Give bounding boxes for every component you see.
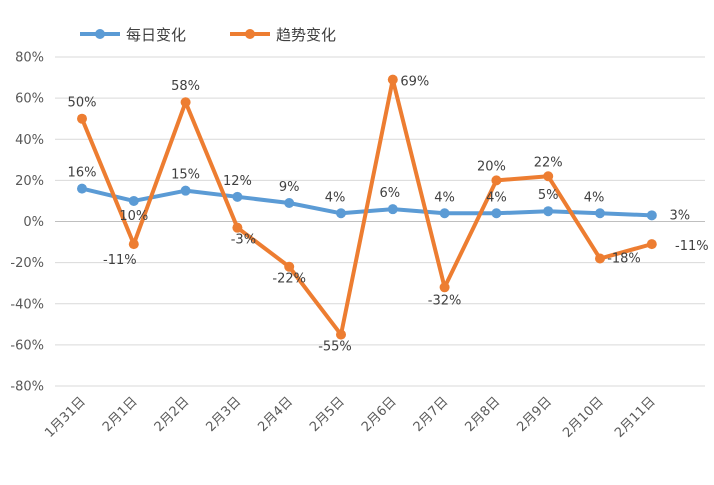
- y-tick-label: 20%: [15, 174, 44, 189]
- y-axis-ticks: 80% 60% 40% 20% 0% -20% -40% -60% -80%: [10, 51, 44, 395]
- data-point: [595, 253, 605, 264]
- x-tick-label: 2月9日: [514, 394, 555, 435]
- data-point: [439, 208, 450, 219]
- data-label: 58%: [171, 79, 200, 94]
- data-labels: 16% 10% 15% 12% 9% 4% 6% 4% 4% 5% 4% 3% 50% -11% 58% -3…: [68, 75, 709, 355]
- series-line-2: [80, 77, 654, 337]
- data-label: 4%: [486, 190, 507, 205]
- x-tick-label: 2月8日: [463, 394, 504, 435]
- x-tick-label: 2月2日: [152, 394, 193, 435]
- data-label: 15%: [171, 168, 200, 183]
- data-label: 4%: [584, 190, 605, 205]
- data-point: [232, 191, 243, 202]
- x-tick-label: 2月3日: [204, 394, 245, 435]
- data-point: [543, 171, 554, 182]
- data-label: -55%: [318, 340, 352, 355]
- data-point: [77, 183, 87, 194]
- gridlines: [55, 56, 705, 387]
- x-tick-label: 2月11日: [612, 394, 659, 441]
- legend-label-2: 趋势变化: [276, 26, 336, 44]
- data-point: [180, 97, 191, 108]
- data-point: [180, 185, 191, 196]
- data-label: -3%: [231, 233, 256, 248]
- y-tick-label: -80%: [10, 380, 44, 395]
- data-label: 16%: [68, 166, 97, 181]
- data-label: 10%: [119, 209, 148, 224]
- series-points: [77, 74, 657, 340]
- data-label: 22%: [534, 155, 563, 170]
- data-label: 20%: [477, 159, 506, 174]
- data-point: [284, 197, 295, 208]
- data-label: -18%: [607, 252, 641, 267]
- y-tick-label: -20%: [10, 256, 44, 271]
- x-tick-label: 2月4日: [255, 394, 296, 435]
- data-point: [336, 329, 346, 340]
- data-point: [284, 261, 295, 272]
- x-tick-label: 2月1日: [100, 394, 141, 435]
- data-point: [232, 222, 243, 233]
- data-point: [646, 239, 657, 250]
- data-label: -32%: [428, 293, 462, 308]
- data-label: -11%: [675, 239, 709, 254]
- data-label: 3%: [669, 208, 690, 223]
- data-point: [491, 208, 502, 219]
- data-label: -11%: [103, 253, 137, 268]
- x-tick-label: 2月6日: [359, 394, 400, 435]
- y-tick-label: 0%: [23, 215, 44, 230]
- data-label: 69%: [400, 75, 429, 90]
- legend-marker-2: [245, 29, 255, 39]
- data-label: 4%: [434, 190, 455, 205]
- data-label: 9%: [279, 180, 300, 195]
- y-tick-label: -60%: [10, 338, 44, 353]
- x-tick-label: 2月10日: [560, 394, 607, 441]
- data-point: [491, 175, 502, 186]
- legend-label-1: 每日变化: [126, 26, 186, 44]
- series-lines: [80, 77, 654, 337]
- data-point: [387, 204, 398, 215]
- data-label: 6%: [379, 186, 400, 201]
- data-point: [646, 210, 657, 221]
- data-label: 12%: [223, 174, 252, 189]
- y-tick-label: -40%: [10, 297, 44, 312]
- data-label: 4%: [325, 190, 346, 205]
- y-tick-label: 80%: [15, 51, 44, 66]
- data-point: [439, 282, 450, 293]
- data-label: 50%: [68, 96, 97, 111]
- data-point: [128, 195, 139, 206]
- data-point: [128, 239, 139, 250]
- y-tick-label: 40%: [15, 133, 44, 148]
- data-point: [595, 208, 605, 219]
- y-tick-label: 60%: [15, 92, 44, 107]
- data-point: [387, 74, 398, 85]
- x-tick-label: 1月31日: [42, 394, 89, 441]
- legend-marker-1: [95, 29, 105, 39]
- x-tick-label: 2月5日: [307, 394, 348, 435]
- legend: 每日变化 趋势变化: [80, 26, 336, 44]
- data-point: [336, 208, 346, 219]
- x-axis-ticks: 1月31日 2月1日 2月2日 2月3日 2月4日 2月5日 2月6日 2月7日 2月8日 2月9…: [42, 394, 658, 441]
- x-tick-label: 2月7日: [411, 394, 452, 435]
- data-label: 5%: [538, 188, 559, 203]
- data-point: [77, 113, 87, 124]
- data-point: [543, 206, 554, 217]
- data-label: -22%: [272, 272, 306, 287]
